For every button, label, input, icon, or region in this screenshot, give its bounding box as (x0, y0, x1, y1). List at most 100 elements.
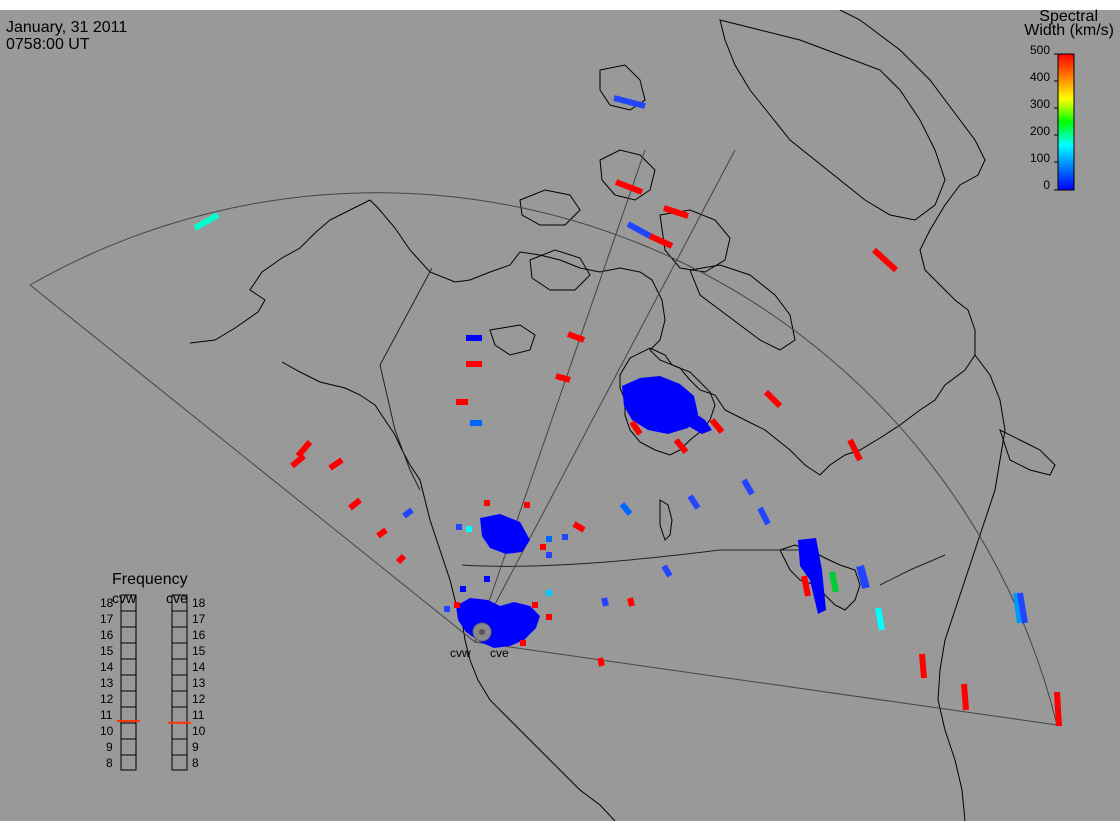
echo (566, 331, 586, 343)
echo-cluster-radar (456, 598, 540, 648)
echo (847, 438, 863, 462)
cve-level-label: 13 (192, 676, 206, 690)
site-label-cve: cve (490, 646, 509, 660)
cve-level-label: 15 (192, 644, 206, 658)
echo (456, 524, 462, 530)
echo (801, 575, 811, 597)
arctic-island-3 (529, 249, 591, 291)
arctic-island-2 (519, 189, 581, 226)
cvw-level-label: 18 (100, 596, 114, 610)
cve-gauge-label: cve (166, 590, 188, 606)
cvw-level-label: 10 (100, 724, 114, 738)
colorbar-tick-label: 200 (1029, 124, 1050, 138)
cve-level-label: 11 (192, 708, 205, 722)
alaska-coastline (189, 10, 986, 476)
coastlines (189, 10, 1056, 821)
echo (709, 418, 725, 434)
echo (376, 527, 388, 539)
echo (295, 440, 313, 458)
echo (871, 247, 899, 273)
date-label: January, 31 2011 (6, 19, 128, 36)
cve-level-label: 10 (192, 724, 206, 738)
echo (572, 521, 586, 533)
echo (466, 526, 472, 532)
echo (444, 606, 450, 612)
greenland (719, 19, 946, 221)
radar-site-marker (472, 622, 492, 642)
colorbar-gradient (1057, 53, 1075, 191)
colorbar-tick-label: 400 (1029, 70, 1050, 84)
colorbar-tick-label: 500 (1029, 43, 1050, 57)
echo (546, 590, 552, 596)
echo (1013, 592, 1023, 624)
echo (829, 571, 839, 593)
echo (546, 614, 552, 620)
echo (663, 205, 689, 219)
echo (540, 544, 546, 550)
echo (328, 457, 344, 471)
echo (856, 564, 870, 590)
cve-level-label: 18 (192, 596, 206, 610)
cvw-gauge-label: cvw (112, 590, 137, 606)
colorbar-tick-label: 300 (1029, 97, 1050, 111)
colorbar-tick-label: 0 (1043, 178, 1050, 192)
fov-boundary (29, 192, 1058, 726)
cvw-level-label: 14 (100, 660, 114, 674)
echo (614, 179, 644, 195)
cvw-level-label: 9 (106, 740, 113, 754)
echo (484, 500, 490, 506)
cvw-gauge (120, 594, 137, 771)
echo (648, 233, 674, 249)
echo (1017, 592, 1028, 624)
alaska-border (379, 267, 433, 491)
beam-west (474, 149, 646, 643)
echo (562, 534, 568, 540)
echo (532, 602, 538, 608)
frequency-title: Frequency (112, 571, 188, 588)
echo (546, 552, 552, 558)
echo (673, 438, 689, 454)
colorbar-title-line2: Width (km/s) (1024, 22, 1114, 39)
echo (619, 502, 633, 516)
echo (402, 507, 414, 519)
echo (484, 576, 490, 582)
us-state-border (879, 554, 946, 586)
echo (626, 221, 652, 239)
political-boundaries (379, 267, 946, 586)
echo (661, 564, 673, 578)
echo (597, 657, 605, 667)
radar-fov (29, 149, 1058, 726)
beam-east (474, 149, 736, 643)
echo (555, 373, 571, 383)
arctic-island-1 (599, 149, 656, 201)
cve-level-label: 12 (192, 692, 206, 706)
echo (757, 506, 771, 526)
cve-level-label: 9 (192, 740, 199, 754)
echo-cluster-greatlakes (798, 538, 826, 614)
echo (741, 478, 755, 496)
cve-gauge (171, 594, 188, 771)
echo-cluster-hudson (622, 376, 698, 434)
cvw-level-label: 13 (100, 676, 114, 690)
echo (763, 389, 783, 409)
echo (961, 683, 969, 711)
scatter-echoes (193, 95, 1062, 727)
colorbar-ticks (1054, 53, 1058, 191)
echo-cluster-prairie (480, 514, 530, 554)
arctic-island-4 (659, 209, 731, 273)
cve-level-label: 14 (192, 660, 206, 674)
echo (348, 497, 362, 511)
cve-level-label: 16 (192, 628, 206, 642)
frequency-gauges (120, 594, 188, 771)
map-canvas (29, 10, 1075, 821)
echo-cluster-hudson-tail (688, 410, 712, 434)
cve-level-label: 8 (192, 756, 199, 770)
baffin-island (689, 264, 796, 351)
echo (601, 597, 609, 607)
cvw-level-label: 8 (106, 756, 113, 770)
cvw-level-label: 17 (100, 612, 114, 626)
cvw-level-label: 16 (100, 628, 114, 642)
colorbar-tick-label: 100 (1029, 151, 1050, 165)
echo (520, 640, 526, 646)
echo (627, 597, 635, 607)
